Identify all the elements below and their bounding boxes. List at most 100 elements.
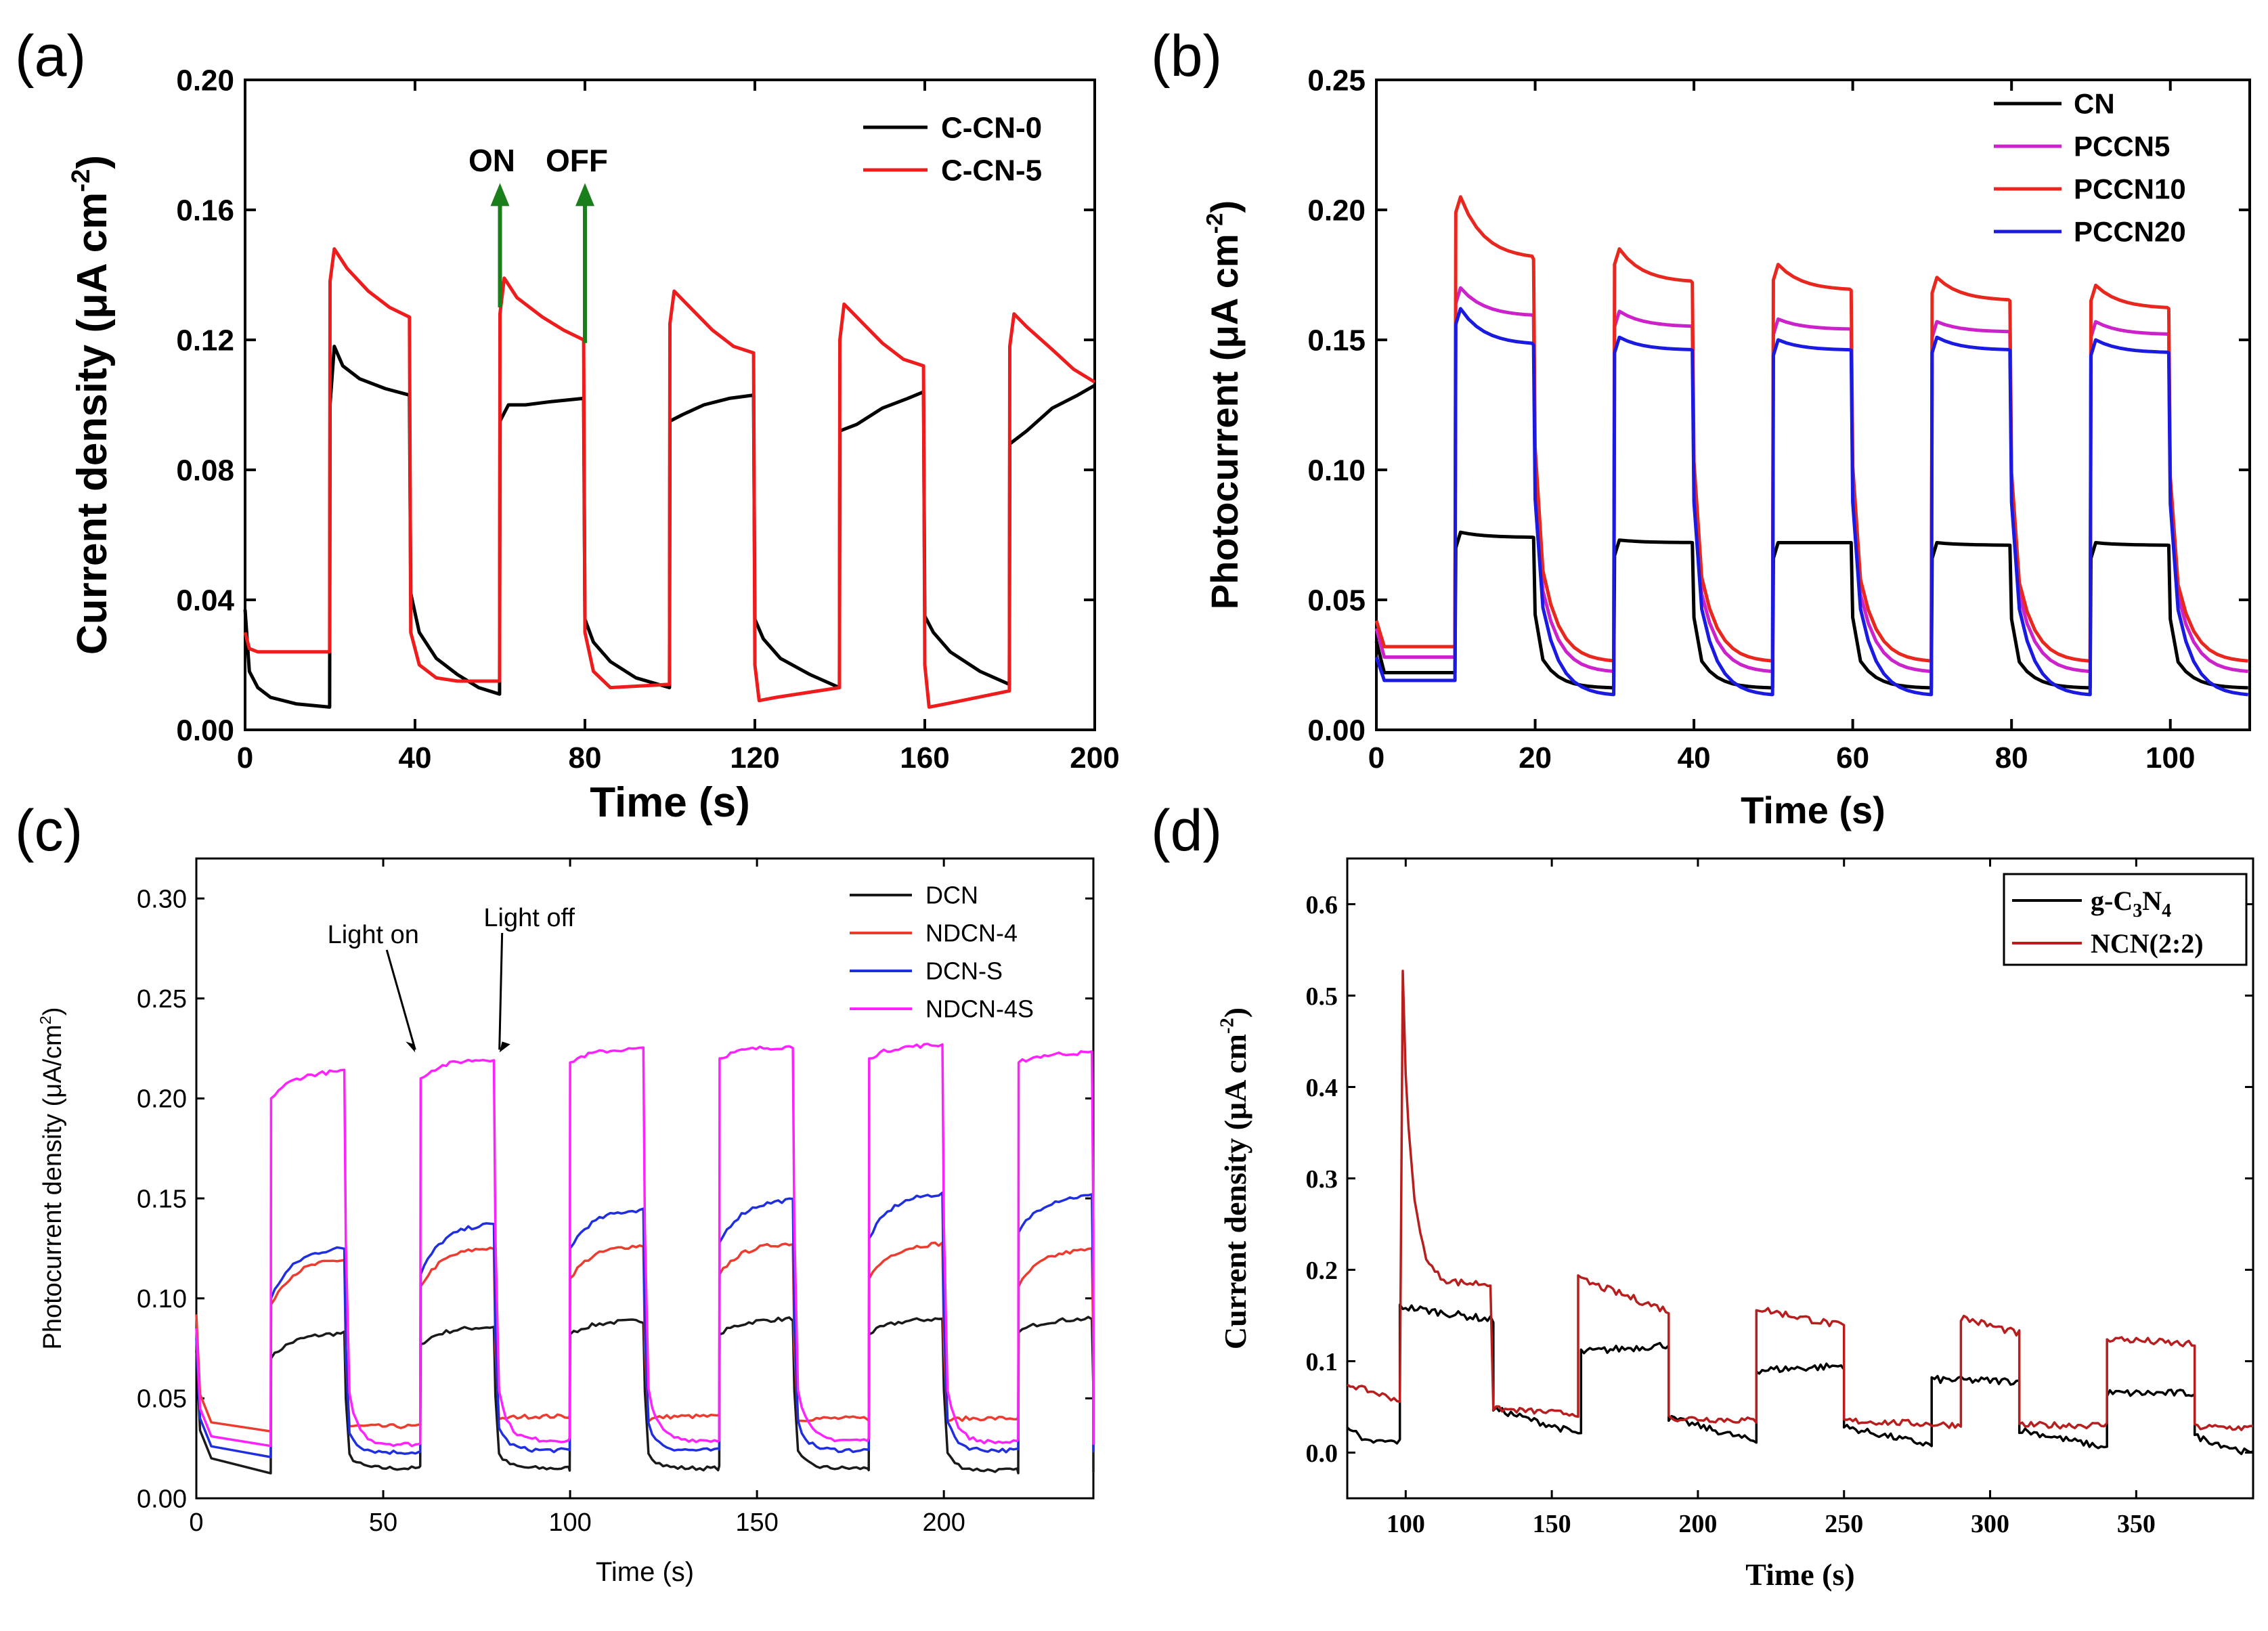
panel-c-legend-label: NDCN-4S [925, 995, 1034, 1023]
panel-c-annotation-arrowhead [499, 1041, 510, 1053]
panel-a-xtick-label: 80 [569, 741, 602, 775]
panel-b-xtick-label: 0 [1368, 741, 1384, 775]
panel-c-ytick-label: 0.00 [137, 1485, 187, 1513]
panel-c-series-DCN-S [195, 1191, 1095, 1458]
panel-c-ytick-label: 0.05 [137, 1385, 187, 1414]
panel-d-xtick-label: 100 [1387, 1510, 1425, 1538]
panel-b-series-PCCN5 [1374, 286, 2248, 674]
panel-d-legend-part: 3 [2133, 900, 2142, 921]
panel-c-xtick-label: 150 [735, 1508, 778, 1537]
panel-d-ytick-label: 0.5 [1306, 982, 1338, 1011]
panel-d-legend-part: g-C [2091, 886, 2133, 916]
panel-c-ylabel-close: ) [39, 1007, 67, 1016]
panel-a-arrowhead [575, 183, 594, 206]
panel-b-ytick-label: 0.20 [1307, 194, 1366, 227]
panel-c-legend-label: DCN [925, 882, 978, 909]
panel-c-annotation-arrow [385, 949, 416, 1050]
panel-c-ylabel-main: Photocurrent density (μA/cm [39, 1024, 67, 1349]
panel-d-ylabel-close: ) [1218, 1007, 1252, 1018]
panel-d-ylabel: Current density (μA cm-2) [1217, 1007, 1252, 1349]
panel-b-xtick-label: 60 [1836, 741, 1869, 775]
panel-a-ylabel: Current density (μA cm-2) [66, 155, 116, 655]
panel-a-legend-label: C-CN-5 [941, 154, 1042, 187]
panel-c-annotation: Light on [328, 921, 419, 949]
panel-b-ytick-label: 0.25 [1307, 64, 1366, 97]
panel-a-ytick-label: 0.12 [176, 324, 234, 357]
panel-b-ytick-label: 0.05 [1307, 584, 1366, 617]
panel-d-ytick-label: 0.6 [1306, 891, 1338, 919]
panel-a-ytick-label: 0.08 [176, 454, 234, 487]
panel-a-xtick-label: 120 [730, 741, 779, 775]
panel-b-legend-label: PCCN10 [2074, 173, 2186, 205]
panel-b-legend-label: PCCN5 [2074, 131, 2170, 162]
panel-b-frame [1375, 79, 2251, 731]
panel-c-annotation-arrow [498, 932, 504, 1050]
panel-a-xtick-label: 160 [900, 741, 949, 775]
panel-c-series-NDCN-4S [195, 1043, 1095, 1448]
panel-d-xtick-label: 200 [1678, 1510, 1717, 1538]
panel-d-legend-part: NCN(2:2) [2091, 928, 2204, 959]
panel-a-ylabel-main: Current density (μA cm [69, 192, 116, 655]
panel-b-series-PCCN20 [1374, 307, 2248, 697]
panel-c-ytick-label: 0.15 [137, 1185, 187, 1213]
panel-c-ytick-label: 0.30 [137, 885, 187, 913]
panel-a-xlabel: Time (s) [590, 779, 750, 826]
panel-c-series-DCN [195, 1315, 1095, 1475]
panel-b-ylabel-close: ) [1203, 200, 1246, 213]
panel-a-series-C-CN-0 [243, 345, 1096, 709]
panel-c-xtick-label: 100 [548, 1508, 591, 1537]
panel-b-xtick-label: 80 [1995, 741, 2028, 775]
panel-b-xtick-label: 100 [2145, 741, 2195, 775]
panel-b-ytick-label: 0.10 [1307, 454, 1366, 487]
panel-a-xtick-label: 40 [399, 741, 432, 775]
panel-a-series-C-CN-5 [243, 247, 1096, 709]
panel-a-xtick-label: 0 [237, 741, 253, 775]
panel-a-ytick-label: 0.04 [176, 584, 234, 617]
panel-c-series-NDCN-4 [195, 1241, 1095, 1433]
panel-d-ytick-label: 0.1 [1306, 1348, 1338, 1376]
panel-c-xtick-label: 50 [369, 1508, 397, 1537]
panel-c-legend-label: DCN-S [925, 957, 1003, 985]
panel-b-legend-label: CN [2074, 88, 2115, 120]
panel-b-xtick-label: 20 [1519, 741, 1552, 775]
panel-d-xtick-label: 350 [2117, 1510, 2156, 1538]
panel-b-ylabel-main: Photocurrent (μA cm [1203, 234, 1246, 609]
panel-b-ylabel-sup: -2 [1202, 213, 1228, 234]
panel-b-series-CN [1374, 530, 2248, 690]
panel-d-ytick-label: 0.0 [1306, 1439, 1338, 1468]
panel-a-ytick-label: 0.20 [176, 64, 234, 97]
panel-a-ytick-label: 0.16 [176, 194, 234, 227]
panel-a-annotation: ON [468, 143, 515, 178]
panel-b-ytick-label: 0.00 [1307, 714, 1366, 747]
panel-d-xtick-label: 250 [1825, 1510, 1863, 1538]
panel-d-series-NCN [1347, 970, 2254, 1431]
panel-d-ytick-label: 0.3 [1306, 1165, 1338, 1194]
panel-d-legend-box [2003, 873, 2248, 966]
panel-a-ylabel-sup: -2 [66, 169, 95, 192]
panel-c-xtick-label: 200 [922, 1508, 965, 1537]
panel-d-xtick-label: 300 [1971, 1510, 2009, 1538]
panel-d-legend-label: NCN(2:2) [2091, 928, 2204, 959]
panel-b-chart: 0 20 40 60 80 100 0.00 0.05 0.10 0.15 0.20 0.25 Time… [1202, 64, 2251, 831]
panel-d-legend-part: N [2142, 886, 2162, 916]
panel-a-letter: (a) [15, 24, 86, 89]
panel-d-legend-part: 4 [2162, 900, 2171, 921]
panel-d-chart: 100 150 200 250 300 350 0.0 0.1 0.2 0.3 0.4 0.5 0.6 T… [1217, 857, 2254, 1592]
panel-b-ylabel: Photocurrent (μA cm-2) [1202, 200, 1246, 609]
panel-b-series-PCCN10 [1374, 195, 2248, 663]
panel-a-legend-label: C-CN-0 [941, 111, 1042, 144]
panel-c-ylabel: Photocurrent density (μA/cm2) [37, 1007, 67, 1350]
panel-a-xtick-label: 200 [1070, 741, 1119, 775]
panel-d-xlabel: Time (s) [1745, 1557, 1854, 1592]
panel-d-ytick-label: 0.4 [1306, 1074, 1338, 1102]
panel-c-legend-label: NDCN-4 [925, 919, 1018, 947]
panel-d-series-g-C3N4 [1346, 1303, 2254, 1456]
panel-d-ylabel-main: Current density (μA cm [1218, 1034, 1252, 1349]
panel-d-ytick-label: 0.2 [1306, 1257, 1338, 1285]
panel-d-letter: (d) [1151, 798, 1222, 863]
panel-c-ytick-label: 0.20 [137, 1085, 187, 1114]
panel-c-ytick-label: 0.25 [137, 985, 187, 1014]
panel-b-letter: (b) [1151, 24, 1222, 89]
panel-a-annotation: OFF [546, 143, 608, 178]
